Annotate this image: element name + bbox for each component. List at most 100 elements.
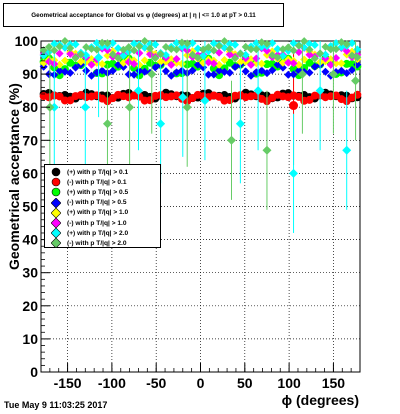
legend-marker — [45, 197, 67, 208]
data-point — [247, 45, 256, 54]
data-point — [231, 54, 240, 63]
data-point-outlier — [351, 76, 361, 86]
data-point — [135, 42, 144, 51]
x-tick-label: 150 — [322, 375, 346, 391]
data-point — [215, 66, 224, 75]
data-point-outlier — [133, 86, 143, 96]
data-point — [135, 66, 144, 75]
data-point — [305, 39, 314, 48]
data-point — [188, 50, 197, 59]
data-point — [316, 49, 325, 58]
data-point-outlier — [156, 119, 166, 129]
data-point — [39, 51, 48, 60]
data-point — [66, 68, 75, 77]
data-point — [140, 37, 149, 46]
data-point — [71, 63, 80, 72]
data-point — [220, 37, 229, 46]
data-point — [209, 70, 218, 79]
data-point — [220, 67, 229, 76]
data-point — [103, 39, 112, 48]
data-point — [156, 57, 165, 66]
data-point — [124, 70, 133, 79]
data-point — [82, 66, 91, 75]
legend-entry: (+) with p T/|q| > 0.1 — [45, 167, 160, 177]
data-point — [193, 44, 202, 53]
data-point — [98, 38, 107, 47]
data-point — [262, 69, 271, 78]
data-point — [215, 60, 224, 69]
data-point — [257, 59, 266, 68]
data-point — [60, 37, 69, 46]
data-point — [247, 55, 256, 64]
data-point — [225, 40, 234, 49]
y-tick-label: 40 — [22, 232, 38, 248]
data-point — [135, 71, 144, 80]
data-point — [236, 49, 245, 58]
data-point — [204, 58, 213, 67]
data-point — [215, 71, 224, 80]
data-point-outlier — [289, 168, 299, 178]
y-tick-label: 10 — [22, 331, 38, 347]
data-point — [278, 63, 287, 72]
data-point — [66, 96, 75, 105]
y-tick-label: 80 — [22, 99, 38, 115]
data-point — [66, 44, 75, 53]
data-point — [321, 50, 330, 59]
data-point — [183, 39, 192, 48]
data-point — [241, 67, 250, 76]
data-point — [236, 57, 245, 66]
data-point-outlier — [235, 119, 245, 129]
data-point — [130, 70, 139, 79]
y-tick-label: 90 — [22, 66, 38, 82]
timestamp: Tue May 9 11:03:25 2017 — [4, 400, 108, 410]
data-point-outlier — [262, 145, 272, 155]
data-point — [103, 51, 112, 60]
data-point-outlier — [125, 102, 135, 112]
data-point — [348, 65, 357, 74]
data-point — [332, 45, 341, 54]
data-point — [172, 45, 181, 54]
data-point — [225, 45, 234, 54]
data-point — [321, 67, 330, 76]
data-point — [119, 58, 128, 67]
data-point — [44, 42, 53, 51]
data-point — [204, 43, 213, 52]
data-point — [87, 71, 96, 80]
data-point — [151, 40, 160, 49]
data-point — [289, 70, 298, 79]
data-point — [167, 71, 176, 80]
data-point — [247, 71, 256, 80]
data-point — [305, 45, 314, 54]
legend-label: (-) with p T/|q| > 0.1 — [67, 178, 127, 186]
data-point — [76, 57, 85, 66]
data-point-outlier — [297, 69, 307, 79]
legend-entry: (+) with p T/|q| > 1.0 — [45, 207, 160, 218]
legend-marker — [45, 187, 67, 197]
data-point — [55, 42, 64, 51]
data-point — [204, 70, 213, 79]
data-point — [262, 39, 271, 48]
data-point — [262, 46, 271, 55]
legend-entry: (-) with p T/|q| > 0.5 — [45, 197, 160, 208]
legend-marker — [45, 228, 67, 239]
legend-label: (-) with p T/|q| > 0.5 — [67, 199, 127, 207]
x-tick-label: 0 — [197, 375, 205, 391]
data-point — [82, 51, 91, 60]
data-point — [108, 50, 117, 59]
data-point — [167, 60, 176, 69]
data-point — [71, 40, 80, 49]
data-point — [156, 50, 165, 59]
x-tick-label: 50 — [237, 375, 253, 391]
x-axis-label: ϕ (degrees) — [282, 392, 359, 408]
data-point — [284, 43, 293, 52]
data-point — [209, 46, 218, 55]
data-point — [60, 56, 69, 65]
chart-title-box: Geometrical acceptance for Global vs φ (… — [3, 3, 284, 27]
legend-label: (+) with p T/|q| > 0.5 — [67, 188, 129, 196]
data-point — [50, 39, 59, 48]
data-point — [348, 39, 357, 48]
data-point — [124, 43, 133, 52]
data-point — [332, 39, 341, 48]
data-point — [294, 41, 303, 50]
legend-label: (+) with p T/|q| > 2.0 — [67, 229, 129, 237]
